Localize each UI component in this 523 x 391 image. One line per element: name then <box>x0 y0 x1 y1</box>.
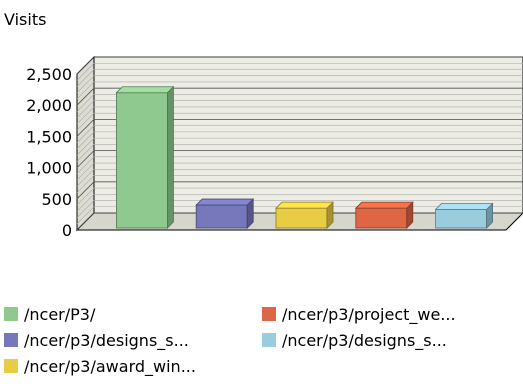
bar-top <box>115 86 175 94</box>
legend-swatch <box>4 307 18 321</box>
gridline <box>76 156 523 175</box>
gridline <box>76 69 523 87</box>
bar-top <box>434 203 494 210</box>
gridline <box>76 162 523 181</box>
legend-item: /ncer/P3/ <box>4 304 262 324</box>
gridline <box>76 169 523 187</box>
gridline <box>76 137 523 156</box>
gridline <box>76 125 523 143</box>
legend-label: /ncer/P3/ <box>24 304 96 324</box>
gridline <box>76 187 523 206</box>
gridline <box>76 112 523 131</box>
bar <box>275 207 328 229</box>
legend-swatch <box>262 333 276 347</box>
gridline <box>76 75 523 93</box>
bar-top <box>195 198 255 206</box>
bar-top <box>275 201 334 209</box>
legend: /ncer/P3/ /ncer/p3/project_we... /ncer/p… <box>4 304 519 376</box>
legend-item: /ncer/p3/project_we... <box>262 304 519 324</box>
gridline <box>76 62 523 81</box>
y-tick-label: 500 <box>41 190 72 209</box>
y-tick-label: 0 <box>62 221 72 240</box>
gridline <box>76 106 523 125</box>
legend-item: /ncer/p3/designs_s... <box>262 330 519 350</box>
legend-label: /ncer/p3/designs_s... <box>24 330 189 350</box>
legend-swatch <box>4 359 18 373</box>
bar <box>195 204 248 229</box>
gridline <box>76 200 523 218</box>
y-axis-label: Visits <box>4 10 46 29</box>
bar <box>435 209 488 229</box>
legend-label: /ncer/p3/designs_s... <box>282 330 447 350</box>
y-tick-label: 1,000 <box>26 159 72 178</box>
legend-item: /ncer/p3/designs_s... <box>4 330 262 350</box>
legend-item: /ncer/p3/award_win... <box>4 356 262 376</box>
gridline <box>76 144 523 162</box>
gridline <box>76 100 523 118</box>
gridline <box>76 81 523 100</box>
major-gridline <box>76 150 523 168</box>
gridline <box>76 175 523 193</box>
bar <box>355 207 408 229</box>
gridline <box>76 193 523 212</box>
legend-swatch <box>262 307 276 321</box>
gridline <box>76 94 523 112</box>
major-gridline <box>76 181 523 200</box>
gridline <box>76 131 523 150</box>
major-gridline <box>76 119 523 137</box>
bar <box>116 92 168 229</box>
y-tick-label: 2,000 <box>26 96 72 115</box>
bar-side <box>166 85 174 229</box>
left-wall <box>76 55 95 232</box>
legend-label: /ncer/p3/project_we... <box>282 304 456 324</box>
major-gridline <box>76 87 523 106</box>
bar-chart: 0 500 1,000 1,500 2,000 2,500 Visits <box>4 10 523 240</box>
y-tick-label: 2,500 <box>26 65 72 84</box>
y-tick-label: 1,500 <box>26 127 72 146</box>
bar-top <box>354 201 414 209</box>
legend-swatch <box>4 333 18 347</box>
legend-label: /ncer/p3/award_win... <box>24 356 196 376</box>
major-gridline <box>76 56 523 75</box>
